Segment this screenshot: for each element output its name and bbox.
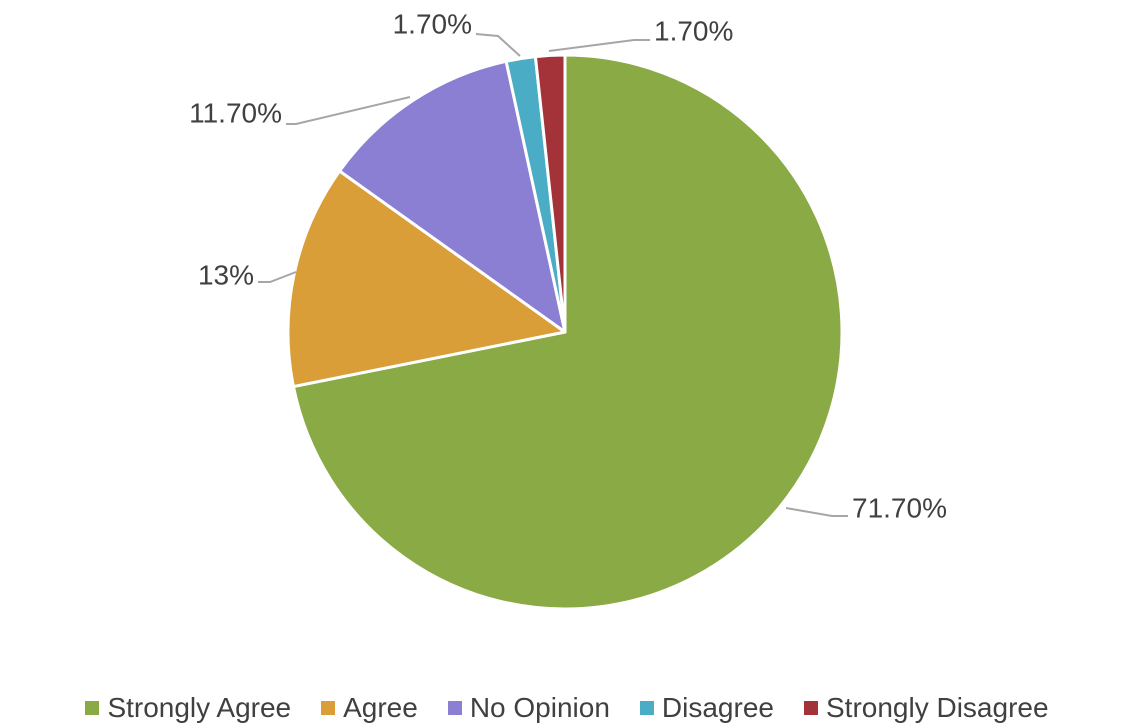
legend-item-agree: Agree [321,694,418,722]
leader-line-disagree [475,33,521,57]
leader-line-strongly-agree [785,507,848,517]
legend-label-disagree: Disagree [661,692,774,723]
leader-line-strongly-disagree [548,39,650,52]
data-label-disagree: 1.70% [393,9,472,40]
legend-item-strongly-agree: Strongly Agree [85,694,291,722]
legend-swatch-strongly-agree [85,701,100,715]
legend-label-strongly-agree: Strongly Agree [107,692,292,723]
legend-item-disagree: Disagree [639,692,774,723]
data-label-strongly-disagree: 1.70% [654,16,733,47]
legend-label-strongly-disagree: Strongly Disagree [825,692,1049,723]
leader-lines [258,33,848,517]
legend-item-no-opinion: No Opinion [447,692,610,723]
pie-slice-strongly-agree [291,53,844,611]
data-label-agree: 13% [198,260,254,291]
pie-slice-strongly-disagree [533,53,567,334]
legend-label-no-opinion: No Opinion [469,692,610,723]
legend-item-strongly-disagree: Strongly Disagree [803,692,1049,723]
legend-swatch-strongly-disagree [803,701,818,715]
chart-legend: Strongly Agree Agree No Opinion Disagree Str… [0,690,1134,726]
data-label-strongly-agree: 71.70% [852,493,947,524]
data-labels: 71.70% 13% 11.70% 1.70% 1.70% [189,9,947,524]
pie-slice-agree [286,169,567,389]
legend-label-agree: Agree [343,692,418,723]
legend-swatch-no-opinion [447,701,462,715]
data-label-no-opinion: 11.70% [189,98,282,129]
legend-swatch-disagree [639,701,654,715]
leader-line-no-opinion [286,96,411,125]
legend-swatch-agree [321,701,336,715]
pie-plot-area: 71.70% 13% 11.70% 1.70% 1.70% [189,9,947,611]
leader-line-agree [258,271,297,283]
pie-slices [286,53,844,611]
pie-slice-no-opinion [338,59,567,334]
